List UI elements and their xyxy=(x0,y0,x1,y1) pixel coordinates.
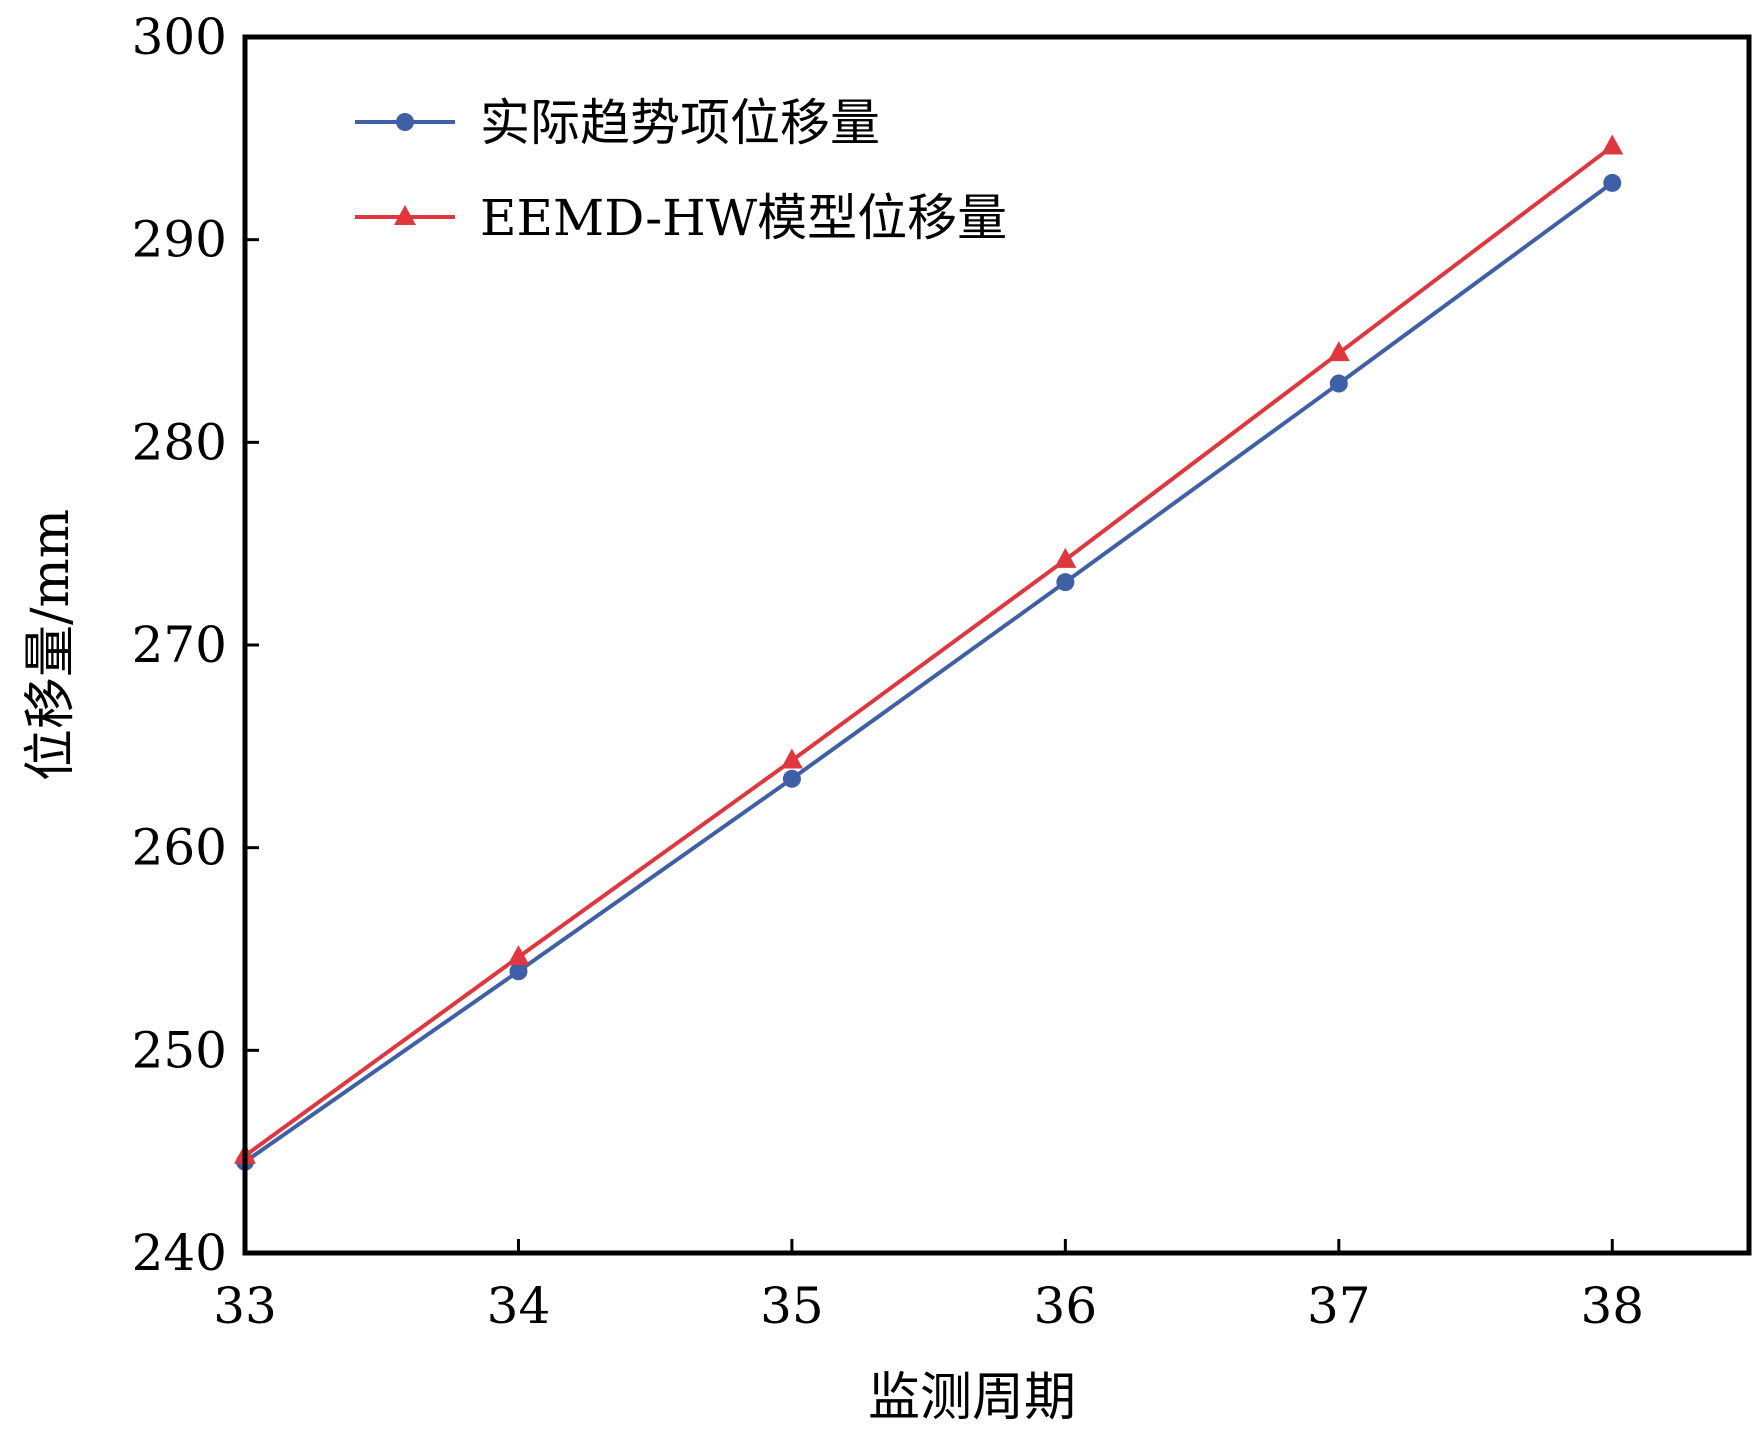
x-tick-label: 34 xyxy=(487,1277,551,1335)
x-tick-label: 38 xyxy=(1580,1277,1644,1335)
y-tick-label: 300 xyxy=(132,8,227,66)
x-tick-label: 33 xyxy=(213,1277,277,1335)
series-1 xyxy=(234,134,1624,1164)
data-point-triangle xyxy=(394,205,416,225)
data-point-circle xyxy=(1603,173,1622,192)
data-point-circle xyxy=(782,769,801,788)
series-line xyxy=(243,144,1614,1158)
data-point-triangle xyxy=(1054,547,1077,568)
data-point-triangle xyxy=(1327,341,1350,362)
y-tick-label: 250 xyxy=(132,1021,227,1079)
data-point-triangle xyxy=(1601,134,1624,155)
data-point-triangle xyxy=(780,748,803,769)
y-axis-label: 位移量/mm xyxy=(21,509,81,781)
data-point-circle xyxy=(1056,573,1075,592)
x-axis-label: 监测周期 xyxy=(868,1368,1076,1428)
y-tick-label: 290 xyxy=(132,211,227,269)
y-tick-label: 280 xyxy=(132,413,227,471)
series-0 xyxy=(236,173,1622,1171)
data-point-circle xyxy=(1329,374,1348,393)
legend-label: 实际趋势项位移量 xyxy=(480,94,880,152)
data-point-circle xyxy=(396,113,414,131)
series-line xyxy=(243,181,1614,1164)
y-tick-label: 270 xyxy=(132,616,227,674)
data-point-triangle xyxy=(507,945,530,966)
data-point-circle xyxy=(509,962,528,981)
y-tick-label: 260 xyxy=(132,819,227,877)
x-tick-label: 35 xyxy=(760,1277,824,1335)
legend: 实际趋势项位移量 EEMD-HW模型位移量 xyxy=(355,94,1007,247)
x-tick-label: 36 xyxy=(1034,1277,1098,1335)
x-tick-label: 37 xyxy=(1307,1277,1371,1335)
y-tick-label: 240 xyxy=(132,1224,227,1282)
legend-label: EEMD-HW模型位移量 xyxy=(480,189,1007,247)
